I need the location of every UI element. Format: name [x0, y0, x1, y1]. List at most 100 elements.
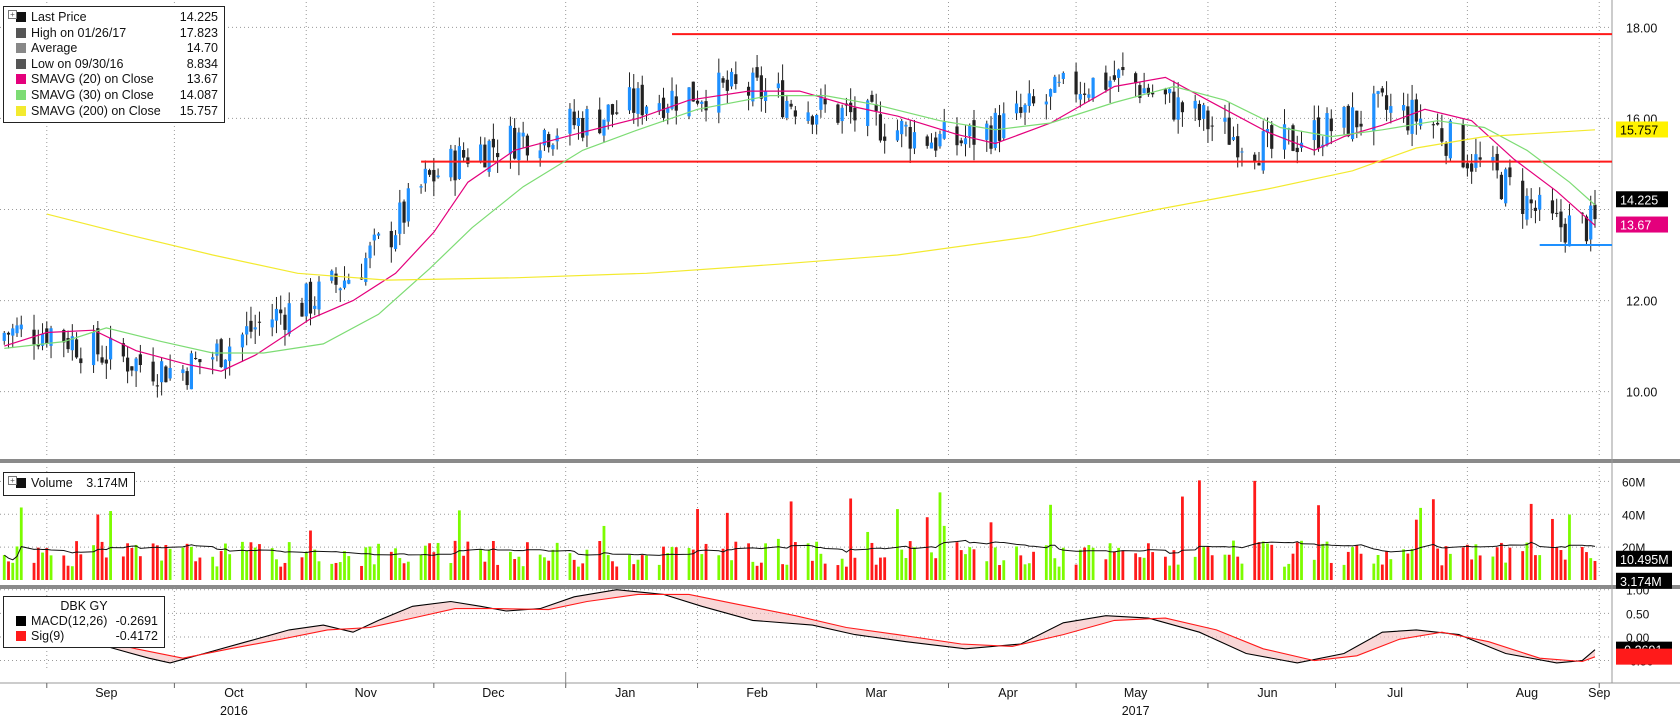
legend-swatch: [16, 90, 26, 100]
candle-body: [840, 107, 844, 122]
volume-bar: [819, 553, 823, 580]
candle-body: [483, 144, 487, 168]
collapse-toggle[interactable]: +: [8, 10, 17, 19]
candle-body: [904, 124, 908, 127]
candle-body: [393, 235, 398, 249]
candle-body: [568, 108, 572, 134]
candle-body: [198, 359, 202, 363]
volume-bar: [717, 555, 721, 580]
candle-body: [1019, 107, 1023, 113]
candle-body: [1431, 124, 1435, 126]
volume-bar: [611, 561, 614, 580]
volume-bar: [1087, 545, 1091, 580]
candle-body: [1406, 106, 1410, 131]
candle-body: [1240, 151, 1244, 153]
candle-body: [521, 132, 525, 137]
volume-bar: [1538, 555, 1542, 580]
candle-body: [1223, 117, 1227, 122]
volume-bar: [1500, 542, 1503, 580]
volume-bar: [402, 563, 406, 580]
value-tag-text: 10.495M: [1620, 553, 1669, 567]
volume-bar: [1181, 496, 1184, 580]
price-value-tag: 15.757: [1616, 121, 1668, 138]
volume-bar: [15, 546, 19, 580]
volume-bar: [398, 558, 402, 580]
candle-body: [849, 102, 853, 113]
candle-body: [1372, 93, 1376, 132]
x-axis-month-label: Feb: [746, 686, 768, 700]
candle-body: [130, 366, 134, 371]
volume-bar: [32, 562, 36, 580]
macd-axis-tick-label: 1.00: [1626, 584, 1650, 598]
candle-body: [751, 72, 755, 102]
volume-bar: [1002, 560, 1006, 580]
candle-body: [453, 150, 457, 181]
volume-bar: [1312, 559, 1316, 580]
x-axis-year-label: 2017: [1122, 704, 1150, 718]
volume-bar: [1032, 551, 1035, 580]
volume-bar: [810, 560, 814, 580]
candle-body: [427, 170, 432, 175]
volume-bar: [866, 531, 870, 580]
candle-body: [632, 88, 636, 113]
volume-bar: [1138, 557, 1142, 580]
volume-bar: [1172, 550, 1176, 580]
volume-bar: [483, 561, 487, 580]
candle-body: [1550, 200, 1555, 214]
value-tag-bg: [1616, 648, 1672, 665]
volume-bar: [662, 546, 665, 580]
candle-body: [466, 157, 470, 164]
candle-body: [781, 80, 785, 118]
volume-bar: [730, 560, 733, 580]
candle-body: [1470, 163, 1474, 172]
volume-bar: [75, 541, 78, 580]
candle-body: [342, 280, 347, 288]
volume-bar: [1593, 560, 1597, 580]
volume-bar: [181, 547, 185, 580]
volume-bar: [1146, 543, 1150, 580]
volume-bar: [1372, 563, 1376, 580]
volume-bar: [96, 514, 100, 580]
volume-bar: [41, 552, 44, 580]
candle-body: [185, 371, 189, 386]
candle-body: [819, 94, 823, 110]
volume-bar: [517, 556, 521, 580]
volume-bar: [1491, 556, 1495, 580]
candle-body: [1419, 118, 1423, 126]
volume-bar: [1287, 563, 1291, 580]
legend-swatch: [16, 43, 26, 54]
volume-bar: [1083, 547, 1086, 580]
candle-body: [121, 343, 125, 357]
volume-legend: Volume 3.174M: [3, 472, 135, 496]
volume-bar: [1198, 480, 1201, 580]
candle-body: [160, 361, 164, 383]
collapse-toggle[interactable]: +: [8, 476, 17, 485]
volume-value-tag: 10.495M: [1616, 550, 1672, 567]
candle-body: [125, 357, 130, 372]
candle-body: [100, 357, 104, 363]
volume-bar: [432, 552, 436, 580]
volume-bar: [900, 549, 904, 580]
volume-bar: [759, 562, 763, 580]
candle-body: [423, 168, 427, 184]
candle-body: [2, 332, 6, 341]
volume-bar: [1164, 556, 1167, 580]
candle-body: [402, 201, 406, 223]
macd-legend: DBK GY MACD(12,26) -0.2691 Sig(9) -0.4172: [3, 596, 165, 648]
candle-body: [151, 361, 155, 382]
candle-body: [1231, 137, 1236, 140]
value-tag-bg: [1616, 121, 1668, 138]
volume-bar: [934, 558, 938, 580]
candle-body: [1002, 113, 1006, 139]
candle-body: [700, 101, 704, 104]
candle-body: [572, 111, 576, 126]
candle-body: [674, 96, 678, 111]
volume-bar: [62, 555, 66, 580]
candle-body: [640, 84, 644, 116]
candle-body: [436, 175, 440, 178]
volume-bar: [1410, 548, 1414, 580]
volume-bar: [725, 512, 729, 580]
volume-bar: [457, 510, 461, 580]
moving-average-line: [46, 129, 1596, 281]
